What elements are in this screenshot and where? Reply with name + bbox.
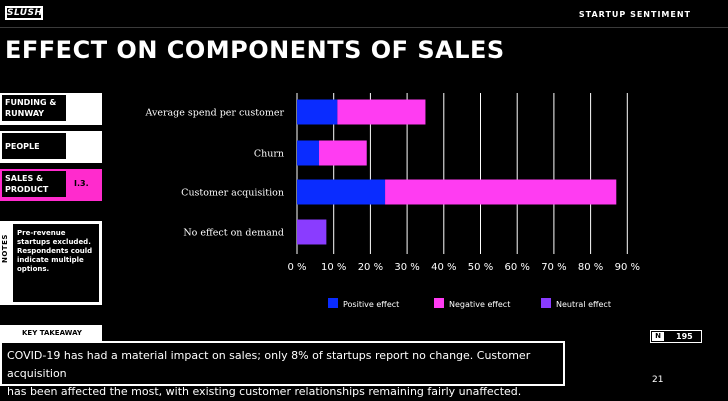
bar-neutral-effect (297, 219, 327, 245)
category-label: Average spend per customer (145, 108, 285, 119)
section-code: I.3. (74, 179, 89, 188)
sidebar-label-line: SALES & (5, 174, 44, 183)
legend-swatch (434, 298, 444, 308)
category-label: Churn (254, 149, 284, 160)
sidebar-label-line: FUNDING & (5, 98, 57, 107)
header-divider (0, 27, 728, 28)
bar-positive-effect (297, 179, 386, 205)
sample-size-label: N (652, 332, 664, 341)
slush-logo: SLUSH (5, 6, 43, 20)
x-tick-label: 0 % (287, 262, 306, 273)
x-tick-label: 60 % (504, 262, 529, 273)
x-tick-label: 30 % (394, 262, 419, 273)
x-tick-label: 10 % (321, 262, 346, 273)
takeaway-line: has been affected the most, with existin… (7, 385, 522, 398)
sidebar-item-funding-runway[interactable]: FUNDING & RUNWAY (0, 93, 102, 125)
notes-box: NOTES Pre-revenue startups excluded. Res… (0, 221, 102, 305)
x-tick-label: 40 % (431, 262, 456, 273)
legend-swatch (541, 298, 551, 308)
bar-positive-effect (297, 140, 320, 166)
page-number: 21 (652, 375, 664, 385)
key-takeaway-box: COVID-19 has had a material impact on sa… (0, 341, 565, 398)
sidebar-item-people[interactable]: PEOPLE (0, 131, 102, 163)
bar-negative-effect (385, 179, 617, 205)
bar-negative-effect (337, 99, 426, 125)
sample-size-badge: N 195 (650, 330, 702, 343)
legend-label: Neutral effect (556, 300, 611, 309)
x-tick-label: 90 % (615, 262, 640, 273)
bar-positive-effect (297, 99, 338, 125)
legend-label: Positive effect (343, 300, 399, 309)
x-tick-label: 50 % (468, 262, 493, 273)
notes-text: Pre-revenue startups excluded. Responden… (13, 224, 99, 302)
x-tick-label: 70 % (541, 262, 566, 273)
takeaway-line: COVID-19 has had a material impact on sa… (7, 349, 531, 380)
sidebar-label-line: RUNWAY (5, 109, 45, 118)
category-label: Customer acquisition (181, 188, 284, 199)
sidebar-item-sales-product[interactable]: SALES & PRODUCT I.3. (0, 169, 102, 201)
section-title: STARTUP SENTIMENT (578, 10, 691, 19)
legend-label: Negative effect (449, 300, 510, 309)
sidebar-label-line: PRODUCT (5, 185, 49, 194)
x-tick-label: 20 % (358, 262, 383, 273)
sample-size-value: 195 (676, 332, 693, 341)
sidebar-item-label: SALES & PRODUCT (2, 171, 66, 197)
legend-swatch (328, 298, 338, 308)
page-title: EFFECT ON COMPONENTS OF SALES (5, 36, 505, 64)
x-tick-label: 80 % (578, 262, 603, 273)
bar-negative-effect (319, 140, 367, 166)
sidebar-item-label: FUNDING & RUNWAY (2, 95, 66, 121)
sidebar-item-label: PEOPLE (2, 133, 66, 159)
key-takeaway-label: KEY TAKEAWAY (0, 325, 102, 341)
sidebar-label-line: PEOPLE (5, 142, 40, 151)
category-label: No effect on demand (183, 228, 284, 239)
